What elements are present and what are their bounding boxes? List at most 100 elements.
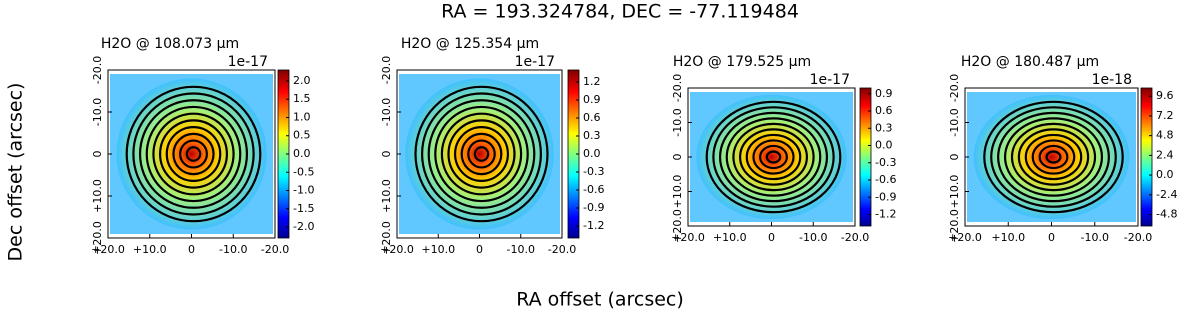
- x-tick-label: -10.0: [507, 243, 535, 256]
- x-tick-label: -20.0: [841, 231, 869, 244]
- y-tick-label: 0: [380, 151, 393, 158]
- contour: [990, 106, 1117, 208]
- contour: [1045, 150, 1062, 164]
- colorbar-tick-label: 4.8: [1156, 129, 1174, 142]
- panel-title: H2O @ 108.073 μm: [101, 36, 239, 52]
- contour: [738, 128, 808, 186]
- contour: [732, 122, 815, 192]
- x-tick-label: -10.0: [799, 231, 827, 244]
- contour: [712, 106, 835, 208]
- y-tick-label: -10.0: [948, 108, 961, 136]
- colorbar-tick-label: 2.4: [1156, 148, 1174, 161]
- contour: [172, 132, 215, 176]
- panel-title: H2O @ 180.487 μm: [961, 54, 1099, 70]
- x-tick-label: +20.0: [948, 231, 982, 244]
- y-tick-label: +10.0: [671, 175, 684, 209]
- contour: [427, 99, 536, 209]
- x-tick-label: +20.0: [671, 231, 705, 244]
- colorbar-tick-label: -0.6: [875, 173, 896, 186]
- contour: [759, 144, 788, 170]
- y-tick-label: +10.0: [380, 179, 393, 213]
- colorbar-tick-label: 1.0: [293, 110, 311, 123]
- x-tick-label: 0: [476, 243, 483, 256]
- y-tick-label: -10.0: [671, 108, 684, 136]
- x-tick-label: 0: [768, 231, 775, 244]
- colorbar-tick-label: -0.3: [583, 165, 604, 178]
- colorbar-tick-label: 9.6: [1156, 89, 1174, 102]
- colorbar-tick-label: 0.3: [875, 121, 893, 134]
- colorbar-tick-label: 1.5: [293, 92, 311, 105]
- contour: [1038, 144, 1069, 170]
- colorbar-tick-label: 0.0: [875, 139, 893, 152]
- contour: [414, 85, 549, 223]
- x-tick-label: -20.0: [1124, 231, 1152, 244]
- contour: [165, 126, 222, 182]
- y-tick-label: -10.0: [380, 98, 393, 126]
- contour: [159, 119, 229, 189]
- x-tick-label: -20.0: [548, 243, 576, 256]
- y-tick-label: -10.0: [91, 98, 104, 126]
- contour: [447, 119, 516, 189]
- y-tick-label: 0: [91, 151, 104, 158]
- colorbar-tick-label: 0.0: [1156, 168, 1174, 181]
- colorbar-tick-label: -1.0: [293, 184, 314, 197]
- contour: [132, 92, 255, 216]
- contour: [125, 85, 262, 223]
- contour: [983, 100, 1124, 214]
- contour: [473, 146, 490, 162]
- colorbar-tick-label: -0.5: [293, 165, 314, 178]
- contour: [454, 126, 510, 182]
- y-tick-label: +10.0: [91, 179, 104, 213]
- y-tick-label: +20.0: [380, 221, 393, 255]
- colorbar-tick-label: 0.9: [875, 87, 893, 100]
- contour: [1024, 133, 1083, 181]
- y-tick-label: +20.0: [91, 221, 104, 255]
- y-tick-label: -20.0: [91, 56, 104, 84]
- x-tick-label: 0: [188, 243, 195, 256]
- contour: [152, 112, 235, 196]
- y-tick-label: -20.0: [671, 74, 684, 102]
- colorbar-offset: 1e-17: [228, 54, 268, 70]
- contour: [1010, 122, 1097, 192]
- x-tick-label: -20.0: [261, 243, 289, 256]
- y-tick-label: -20.0: [380, 56, 393, 84]
- y-tick-label: +20.0: [671, 209, 684, 243]
- colorbar-tick-label: -0.6: [583, 183, 604, 196]
- x-axis-label: RA offset (arcsec): [516, 289, 684, 311]
- contour: [1017, 128, 1090, 186]
- colorbar-offset: 1e-17: [515, 54, 555, 70]
- contour: [467, 139, 496, 169]
- contour: [179, 139, 208, 169]
- x-tick-label: -10.0: [219, 243, 247, 256]
- x-tick-label: -10.0: [1081, 231, 1109, 244]
- colorbar-tick-label: -4.8: [1156, 208, 1177, 221]
- y-tick-label: +20.0: [948, 209, 961, 243]
- x-tick-label: +20.0: [91, 243, 125, 256]
- contour: [705, 100, 842, 214]
- contour: [997, 111, 1110, 203]
- colorbar: [1140, 87, 1153, 227]
- colorbar-tick-label: 0.3: [583, 129, 601, 142]
- colorbar-tick-label: 0.0: [293, 147, 311, 160]
- colorbar-tick-label: -1.2: [583, 219, 604, 232]
- colorbar-tick-label: 7.2: [1156, 109, 1174, 122]
- y-tick-label: +10.0: [948, 175, 961, 209]
- y-tick-label: -20.0: [948, 74, 961, 102]
- colorbar-tick-label: 0.5: [293, 129, 311, 142]
- colorbar-tick-label: 2.0: [293, 74, 311, 87]
- contour: [1003, 117, 1104, 197]
- x-tick-label: +10.0: [991, 231, 1025, 244]
- x-tick-label: +10.0: [133, 243, 167, 256]
- colorbar-offset: 1e-18: [1092, 72, 1132, 88]
- contour: [718, 111, 829, 203]
- map-field: [116, 78, 267, 230]
- y-tick-label: 0: [948, 154, 961, 161]
- colorbar-tick-label: -2.4: [1156, 188, 1177, 201]
- contour: [460, 132, 503, 176]
- contour: [1031, 139, 1076, 175]
- x-tick-label: +20.0: [380, 243, 414, 256]
- panel-title: H2O @ 179.525 μm: [673, 54, 811, 70]
- x-tick-label: +10.0: [713, 231, 747, 244]
- contour: [725, 117, 822, 197]
